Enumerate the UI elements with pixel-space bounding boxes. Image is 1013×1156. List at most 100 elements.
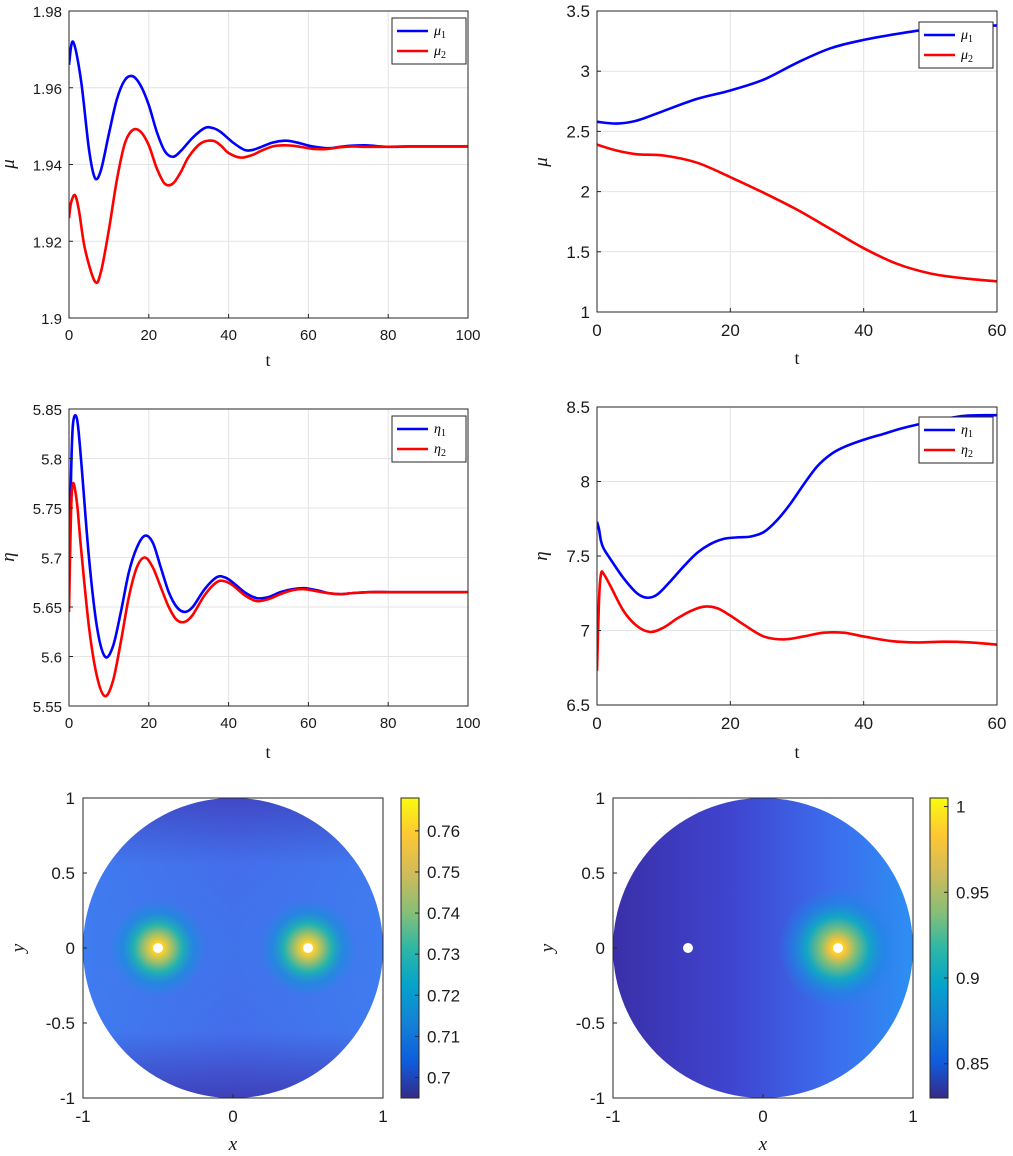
x-tick-label: 1 (378, 1107, 387, 1126)
y-axis-label: μ (0, 159, 19, 170)
x-tick-label: 60 (988, 714, 1007, 733)
x-tick-label: 60 (988, 321, 1007, 340)
y-tick-label: 2.5 (566, 122, 590, 141)
y-axis-label: y (537, 943, 558, 954)
y-tick-label: 5.85 (33, 402, 62, 419)
y-tick-label: 1.9 (41, 311, 62, 328)
y-tick-label: 1.5 (566, 243, 590, 262)
legend-subscript: 2 (968, 449, 973, 460)
x-tick-label: 60 (300, 327, 317, 344)
x-tick-label: -1 (605, 1107, 620, 1126)
legend-subscript: 1 (968, 34, 973, 45)
colorbar-tick-label: 0.72 (427, 986, 460, 1005)
x-axis-label: t (265, 350, 270, 370)
colorbar-tick-label: 0.71 (427, 1027, 460, 1046)
legend-symbol: μ (433, 44, 441, 59)
y-tick-label: 5.8 (41, 452, 62, 469)
colorbar-tick-label: 0.75 (427, 863, 460, 882)
x-tick-label: 1 (908, 1107, 917, 1126)
x-tick-label: 60 (300, 715, 317, 732)
x-axis-label: x (228, 1134, 238, 1155)
legend-label-1: μ1 (433, 24, 446, 41)
legend-symbol: η (961, 423, 968, 438)
disk-field (613, 798, 913, 1098)
x-tick-label: 40 (220, 715, 237, 732)
x-axis-label: t (265, 742, 270, 762)
x-axis-label: t (794, 742, 799, 762)
legend: η1 η2 (391, 415, 467, 463)
legend-box (918, 416, 994, 464)
x-tick-label: 20 (140, 327, 157, 344)
legend-subscript: 1 (968, 429, 973, 440)
x-tick-label: 0 (592, 714, 601, 733)
y-axis-label: η (531, 551, 552, 560)
singularity-left (153, 943, 163, 953)
y-tick-label: -1 (60, 1089, 75, 1108)
y-tick-label: 3 (581, 62, 590, 81)
colorbar-tick-label: 0.74 (427, 904, 460, 923)
x-tick-label: 40 (854, 714, 873, 733)
singularity-right (833, 943, 843, 953)
y-tick-label: 1 (596, 789, 605, 808)
x-tick-label: 0 (65, 715, 73, 732)
x-tick-label: 20 (721, 321, 740, 340)
x-tick-label: 0 (758, 1107, 767, 1126)
colorbar-tick-label: 0.95 (956, 883, 989, 902)
legend-box (391, 415, 467, 463)
y-tick-label: 0 (66, 939, 75, 958)
legend-label-2: η2 (434, 442, 446, 459)
y-tick-label: 5.65 (33, 600, 62, 617)
series-line-2 (597, 143, 997, 283)
disk-field (83, 798, 383, 1098)
y-tick-label: 0.5 (51, 864, 75, 883)
y-axis-label: η (0, 552, 19, 561)
series-line-2 (69, 481, 468, 698)
x-tick-label: 20 (140, 715, 157, 732)
y-tick-label: 2 (581, 183, 590, 202)
legend-symbol: η (961, 443, 968, 458)
colorbar: 0.7 0.71 0.72 0.73 0.74 0.75 0.76 (400, 797, 460, 1099)
y-tick-label: 1.92 (33, 234, 62, 251)
x-tick-label: 0 (228, 1107, 237, 1126)
y-tick-label: 3.5 (566, 2, 590, 21)
legend-symbol: μ (433, 24, 441, 39)
legend-symbol: μ (960, 28, 968, 43)
x-axis-label: x (758, 1134, 768, 1155)
y-tick-label: 1.98 (33, 4, 62, 21)
legend-label-2: μ2 (960, 48, 973, 65)
legend-subscript: 2 (968, 54, 973, 65)
series-line-1 (69, 40, 468, 181)
y-tick-label: -1 (590, 1089, 605, 1108)
legend-label-1: μ1 (960, 28, 973, 45)
legend-box (391, 17, 467, 65)
y-tick-label: 6.5 (566, 696, 590, 715)
legend-symbol: η (434, 442, 441, 457)
x-tick-label: 100 (455, 327, 480, 344)
legend-label-1: η1 (434, 422, 446, 439)
y-tick-label: 5.55 (33, 699, 62, 716)
y-tick-label: 5.7 (41, 551, 62, 568)
x-tick-label: 0 (65, 327, 73, 344)
y-tick-label: 0 (596, 939, 605, 958)
colorbar-tick-label: 0.73 (427, 945, 460, 964)
density-heatmap-symmetric: -1 0 1-1-0.500.51 x y 0.70.710.720.730.740… (8, 789, 460, 1155)
singularity-right (303, 943, 313, 953)
y-tick-label: 8.5 (566, 398, 590, 417)
y-axis-label: μ (531, 157, 552, 168)
y-axis-label: y (8, 943, 29, 954)
y-tick-label: 1 (581, 303, 590, 322)
legend-subscript: 1 (441, 428, 446, 439)
x-tick-label: 0 (592, 321, 601, 340)
y-tick-label: 7.5 (566, 547, 590, 566)
x-axis-label: t (794, 348, 799, 368)
colorbar-tick-label: 0.7 (427, 1068, 451, 1087)
series-line-1 (597, 413, 997, 600)
density-heatmap-asymmetric: -1 0 1 -1 -0.5 0 0.5 1 x y 0.85 0.9 0.95 1 (537, 789, 989, 1155)
colorbar-tick-label: 0.85 (956, 1055, 989, 1074)
legend-subscript: 2 (441, 50, 446, 61)
colorbar-tick-label: 0.76 (427, 822, 460, 841)
